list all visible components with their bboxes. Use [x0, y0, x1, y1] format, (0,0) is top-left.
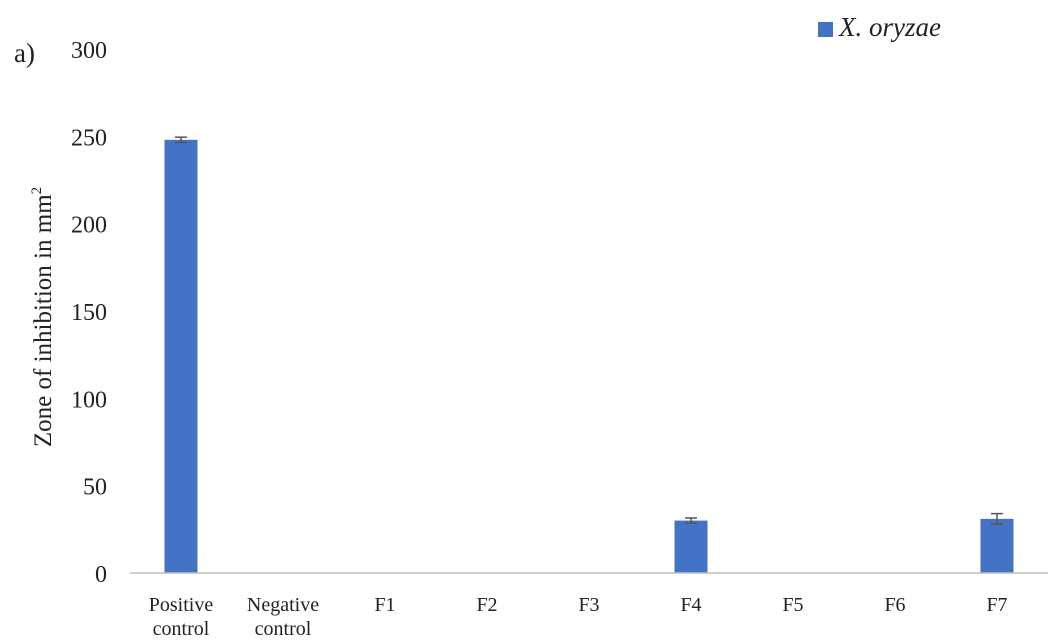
y-tick-label: 150	[71, 300, 107, 326]
bar	[164, 139, 198, 573]
x-tick-label: control	[153, 618, 210, 640]
x-tick-label: F2	[476, 594, 497, 616]
x-tick-label: F7	[986, 594, 1007, 616]
y-tick-label: 100	[71, 387, 107, 413]
legend-label: X. oryzae	[839, 12, 941, 42]
y-axis-label-text: Zone of inhibition in mm	[30, 194, 57, 447]
bar	[980, 518, 1014, 573]
y-axis-label-superscript: 2	[29, 187, 45, 195]
x-tick-label: F4	[680, 594, 701, 616]
x-tick-label: Positive	[149, 594, 214, 616]
x-tick-label: F1	[374, 594, 395, 616]
y-tick-label: 300	[71, 38, 107, 64]
y-tick-label: 200	[71, 213, 107, 239]
x-tick-label: F5	[782, 594, 803, 616]
x-tick-label: F3	[578, 594, 599, 616]
y-tick-label: 50	[83, 475, 107, 501]
y-tick-label: 0	[95, 562, 107, 588]
legend-swatch	[818, 22, 833, 37]
bar	[674, 520, 708, 573]
y-axis-label: Zone of inhibition in mm2	[29, 187, 57, 447]
panel-label: a)	[14, 38, 35, 68]
legend: X. oryzae	[818, 12, 941, 43]
x-tick-label: control	[255, 618, 312, 640]
x-tick-label: F6	[884, 594, 905, 616]
x-tick-label: Negative	[247, 594, 319, 616]
y-tick-label: 250	[71, 125, 107, 151]
